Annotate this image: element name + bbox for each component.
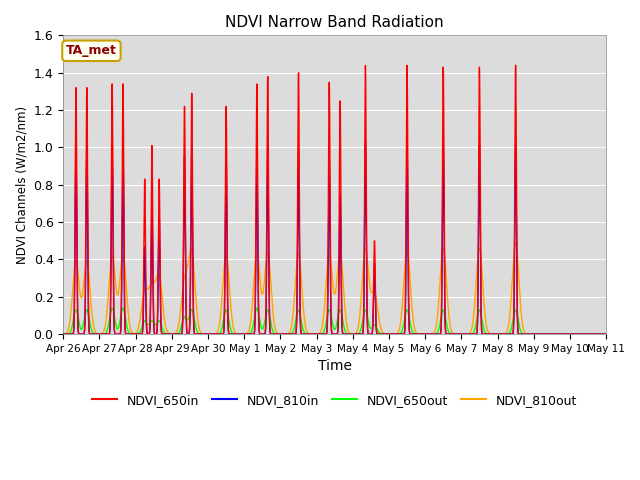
NDVI_810in (362, 139, 369, 145)
NDVI_650in (486, 331, 494, 337)
NDVI_810in (487, 331, 495, 337)
NDVI_810in (175, 331, 183, 337)
Line: NDVI_650in: NDVI_650in (63, 65, 606, 334)
NDVI_650out (175, 329, 183, 335)
NDVI_650in (600, 331, 608, 337)
NDVI_810in (170, 331, 177, 337)
NDVI_650out (108, 305, 116, 311)
Line: NDVI_810out: NDVI_810out (63, 243, 606, 334)
NDVI_650out (600, 331, 608, 337)
Line: NDVI_650out: NDVI_650out (63, 308, 606, 334)
NDVI_810out (175, 317, 183, 323)
NDVI_810out (262, 256, 270, 262)
NDVI_810in (600, 331, 608, 337)
NDVI_650out (410, 330, 417, 336)
Text: TA_met: TA_met (66, 44, 117, 57)
NDVI_650in (602, 331, 610, 337)
NDVI_650out (60, 331, 67, 337)
NDVI_810out (410, 319, 417, 325)
NDVI_810out (60, 331, 67, 337)
NDVI_810in (410, 331, 417, 337)
NDVI_650in (170, 331, 177, 337)
NDVI_810out (512, 240, 520, 246)
NDVI_650out (602, 331, 610, 337)
NDVI_810in (262, 279, 270, 285)
NDVI_810out (602, 331, 610, 337)
Line: NDVI_810in: NDVI_810in (63, 142, 606, 334)
NDVI_810out (600, 331, 608, 337)
NDVI_810in (543, 331, 550, 337)
NDVI_650out (262, 310, 270, 315)
NDVI_810out (486, 331, 494, 337)
Title: NDVI Narrow Band Radiation: NDVI Narrow Band Radiation (225, 15, 444, 30)
X-axis label: Time: Time (317, 360, 351, 373)
NDVI_650in (175, 331, 183, 337)
NDVI_650in (262, 260, 270, 265)
NDVI_810in (60, 331, 67, 337)
Y-axis label: NDVI Channels (W/m2/nm): NDVI Channels (W/m2/nm) (15, 106, 28, 264)
NDVI_650out (487, 331, 495, 337)
NDVI_650in (60, 331, 67, 337)
NDVI_650in (512, 62, 520, 68)
NDVI_650in (543, 331, 550, 337)
Legend: NDVI_650in, NDVI_810in, NDVI_650out, NDVI_810out: NDVI_650in, NDVI_810in, NDVI_650out, NDV… (87, 389, 582, 411)
NDVI_650out (170, 331, 177, 337)
NDVI_810in (602, 331, 610, 337)
NDVI_650in (410, 331, 417, 337)
NDVI_810out (170, 331, 177, 337)
